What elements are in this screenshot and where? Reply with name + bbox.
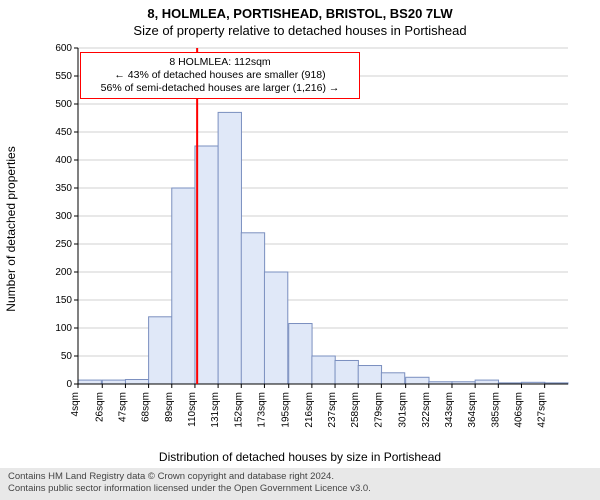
y-tick-label: 200 [55,267,72,278]
histogram-bar [149,317,172,384]
y-tick-label: 350 [55,183,72,194]
x-tick-label: 173sqm [256,392,267,428]
histogram-bar [406,377,429,384]
x-tick-label: 68sqm [141,392,152,422]
histogram-bar [312,356,335,384]
y-tick-label: 50 [61,351,73,362]
x-tick-label: 385sqm [490,392,501,428]
x-tick-label: 131sqm [210,392,221,428]
x-tick-label: 216sqm [304,392,315,428]
footer-line-1: Contains HM Land Registry data © Crown c… [8,471,592,483]
histogram-bar [78,380,101,384]
x-tick-label: 110sqm [187,392,198,427]
x-tick-label: 89sqm [164,392,175,422]
chart-svg: 0 50 100 150 200 250 300 350 400 450 500 550 600 4sqm… [52,44,572,444]
histogram-bar [335,360,358,384]
histogram-bar [241,233,264,384]
x-tick-label: 4sqm [70,392,81,416]
histogram-bar [264,272,287,384]
x-tick-label: 258sqm [350,392,361,428]
y-tick-label: 300 [55,211,72,222]
x-tick-label: 26sqm [94,392,105,422]
y-tick-label: 0 [66,379,72,390]
x-tick-label: 301sqm [398,392,409,428]
x-axis-title: Distribution of detached houses by size … [0,450,600,464]
histogram-bar [125,380,148,384]
y-tick-label: 550 [55,71,72,82]
y-tick-label: 500 [55,99,72,110]
y-tick-label: 100 [55,323,72,334]
histogram-plot: 0 50 100 150 200 250 300 350 400 450 500 550 600 4sqm… [52,44,572,414]
info-line-1: 8 HOLMLEA: 112sqm [89,56,351,69]
footer: Contains HM Land Registry data © Crown c… [0,468,600,500]
x-tick-label: 195sqm [281,392,292,428]
histogram-bar [475,380,498,384]
x-tick-label: 47sqm [117,392,128,422]
super-title: 8, HOLMLEA, PORTISHEAD, BRISTOL, BS20 7L… [0,6,600,21]
x-tick-label: 343sqm [444,392,455,428]
x-tick-label: 279sqm [373,392,384,428]
histogram-bar [195,146,218,384]
y-axis-title: Number of detached properties [4,44,20,414]
x-tick-label: 427sqm [537,392,548,428]
y-tick-label: 450 [55,127,72,138]
x-tick-label: 406sqm [513,392,524,428]
y-tick-label: 400 [55,155,72,166]
histogram-bar [381,373,404,384]
x-tick-label: 322sqm [421,392,432,428]
x-tick-label: 364sqm [467,392,478,428]
x-tick-label: 152sqm [233,392,244,428]
info-line-2: ← 43% of detached houses are smaller (91… [89,69,351,82]
histogram-bar [358,366,381,384]
footer-line-2: Contains public sector information licen… [8,483,592,495]
histogram-bar [172,188,195,384]
x-tick-label: 237sqm [327,392,338,428]
y-tick-label: 600 [55,44,72,54]
y-tick-label: 150 [55,295,72,306]
histogram-bar [218,112,241,384]
sub-title: Size of property relative to detached ho… [0,23,600,38]
y-tick-label: 250 [55,239,72,250]
marker-info-box: 8 HOLMLEA: 112sqm ← 43% of detached hous… [80,52,360,99]
info-line-3: 56% of semi-detached houses are larger (… [89,82,351,95]
histogram-bar [102,380,125,384]
histogram-bar [289,324,312,384]
